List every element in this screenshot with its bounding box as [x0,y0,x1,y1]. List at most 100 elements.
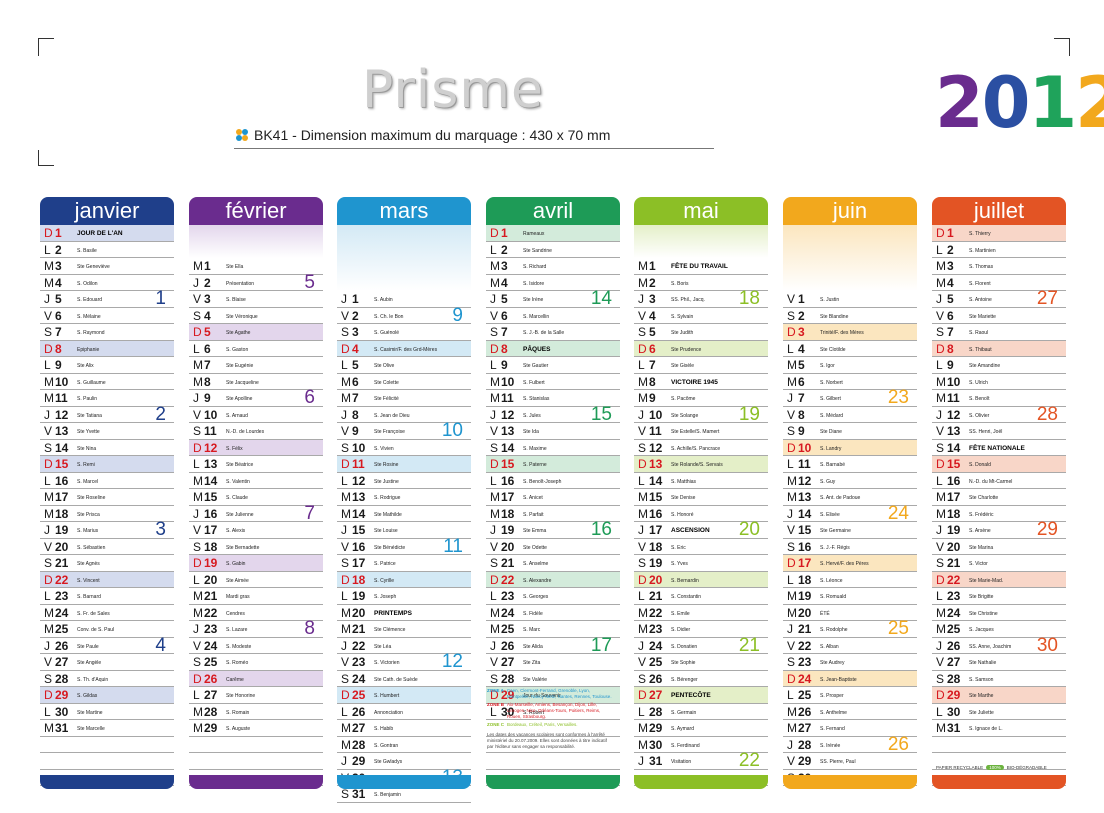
weekday-letter: D [638,341,647,356]
day-number: 18 [947,506,961,521]
day-number: 22 [649,605,663,620]
day-number: 7 [947,325,954,339]
day-row: L 2 Ste Sandrine [486,242,620,258]
weekday-letter: V [341,655,350,669]
saint-name: Ste Roseline [77,495,106,501]
day-row: D 17 S. Hervé/F. des Pères [783,555,917,572]
day-row: M 14 S. Valentin [189,473,323,489]
spec-row: BK41 - Dimension maximum du marquage : 4… [236,127,610,143]
day-number: 23 [798,655,812,669]
day-row: S 10 S. Vivien [337,440,471,456]
saint-name: S. Modeste [226,643,252,650]
saint-name: S. Fidèle [523,610,543,617]
day-number: 13 [352,490,366,504]
day-row: D 24 S. Jean-Baptiste [783,670,917,687]
blank-row [189,737,323,753]
saint-name: PÂQUES [523,345,551,353]
saint-name: S. Bernardin [671,577,699,584]
weekday-letter: V [193,638,202,653]
saint-name: S. Martinien [969,247,996,254]
day-row: D 15 S. Remi [40,456,174,473]
weekday-letter: M [44,391,54,405]
day-number: 19 [649,556,663,570]
day-number: 22 [204,605,218,620]
saint-name: Ste Charlotte [969,495,999,501]
day-number: 31 [947,721,961,735]
saint-name: S. Yves [671,561,688,567]
day-number: 29 [204,721,218,735]
day-number: 27 [204,688,218,702]
day-number: 28 [352,737,366,752]
weekday-letter: M [638,259,648,273]
day-row: V 10 S. Arnaud [189,407,323,423]
day-number: 10 [947,374,961,389]
saint-name: ÉTÉ [820,610,830,617]
weekday-letter: M [44,374,54,389]
weekday-letter: D [44,688,53,702]
day-number: 4 [55,275,62,290]
day-number: 3 [649,292,656,306]
day-row: J 5 Ste Irène [486,291,620,308]
weekday-letter: J [936,638,942,653]
day-number: 17 [798,556,812,570]
weekday-letter: V [193,407,202,422]
saint-name: Ste Gautier [523,363,549,369]
week-number: 29 [1036,519,1058,540]
weekday-letter: M [341,605,351,620]
day-number: 1 [649,259,656,273]
day-row: M 3 Ste Geneviève [40,258,174,275]
day-number: 2 [55,242,62,257]
weekday-letter: M [193,490,203,504]
day-row: D 13 Ste Rolande/S. Servais [634,456,768,473]
weekday-letter: L [193,457,200,471]
weekday-letter: L [193,688,200,702]
day-row: M 18 S. Frédéric [932,506,1066,522]
saint-name: S. Fulbert [523,379,545,386]
day-row: S 28 S. Th. d'Aquin [40,671,174,687]
day-row: S 14 FÊTE NATIONALE [932,440,1066,456]
day-row: S 21 Ste Agnès [40,555,174,572]
saint-name: S. Anselme [523,561,549,567]
weekday-letter: S [44,325,53,339]
day-number: 2 [798,308,805,323]
day-number: 3 [798,325,805,339]
day-row: S 3 S. Guénolé [337,324,471,341]
day-row: V 24 S. Modeste [189,638,323,654]
day-row: V 6 S. Marcellin [486,308,620,324]
weekday-letter: D [193,671,202,686]
weekday-letter: M [490,506,500,521]
saint-name: S. Igor [820,363,835,369]
weekday-letter: J [638,638,644,653]
day-row: M 5 S. Igor [783,357,917,374]
saint-name: Ste Bénédicte [374,544,406,551]
day-number: 16 [947,473,961,488]
weekday-letter: D [44,341,53,356]
saint-name: S. Benjamin [374,792,401,798]
weekday-letter: M [490,259,500,273]
weekday-letter: S [936,325,945,339]
day-row: J 1 S. Aubin [337,291,471,308]
saint-name: S. Donald [969,462,991,468]
day-number: 14 [649,473,663,488]
day-number: 8 [798,407,805,422]
day-row: M 3 S. Richard [486,258,620,275]
saint-name: S. Cyrille [374,577,395,584]
week-number: 17 [590,634,612,656]
saint-name: S. Paterne [523,462,547,468]
day-number: 1 [55,226,62,240]
blank-row [486,720,620,737]
saint-name: S. Alban [820,643,839,650]
day-row: V 9 Ste Françoise [337,423,471,440]
day-number: 11 [649,424,662,438]
weekday-letter: V [787,754,796,768]
day-row: D 1 JOUR DE L'AN [40,225,174,242]
day-number: 4 [352,341,359,356]
day-row: V 15 Ste Germaine [783,522,917,539]
day-number: 26 [649,671,663,686]
week-number: 11 [443,535,463,557]
day-row: S 7 S. Raoul [932,324,1066,341]
day-row: D 8 S. Thibaut [932,340,1066,357]
weekday-letter: J [638,292,644,306]
day-number: 10 [204,407,218,422]
day-row: M 24 S. Fr. de Sales [40,605,174,621]
